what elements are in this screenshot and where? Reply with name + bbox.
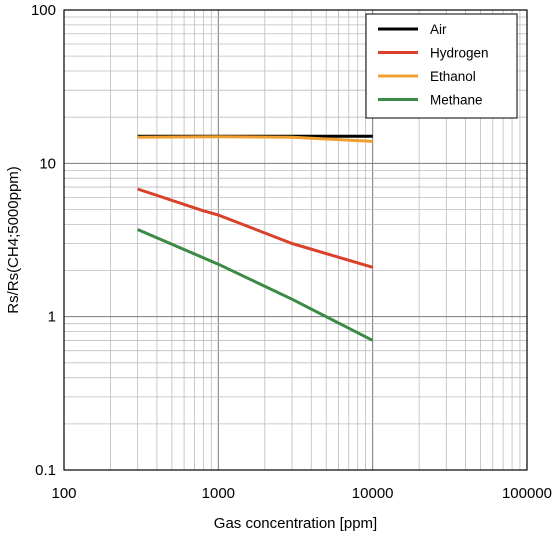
y-tick-label: 1 (48, 309, 56, 326)
x-axis-title: Gas concentration [ppm] (214, 515, 377, 532)
tick-labels: 100 1000 10000 100000 0.1 1 10 100 (31, 2, 552, 502)
series-line-hydrogen (137, 187, 374, 269)
x-tick-label: 10000 (352, 485, 394, 502)
legend-label-ethanol: Ethanol (430, 69, 476, 84)
x-tick-label: 100000 (502, 485, 552, 502)
series-lines (137, 134, 374, 342)
grid (63, 10, 527, 471)
x-tick-label: 100 (51, 485, 76, 502)
legend-label-air: Air (430, 22, 447, 37)
legend: Air Hydrogen Ethanol Methane (365, 13, 518, 119)
series-line-methane (137, 228, 374, 342)
x-tick-label: 1000 (202, 485, 235, 502)
y-tick-label: 100 (31, 2, 56, 19)
legend-label-methane: Methane (430, 93, 483, 108)
y-axis-title: Rs/Rs(CH4;5000ppm) (5, 166, 22, 314)
y-tick-label: 0.1 (35, 462, 56, 479)
legend-label-hydrogen: Hydrogen (430, 46, 489, 61)
y-tick-label: 10 (39, 155, 56, 172)
series-line-ethanol (137, 135, 373, 143)
plot-frame (63, 9, 528, 471)
